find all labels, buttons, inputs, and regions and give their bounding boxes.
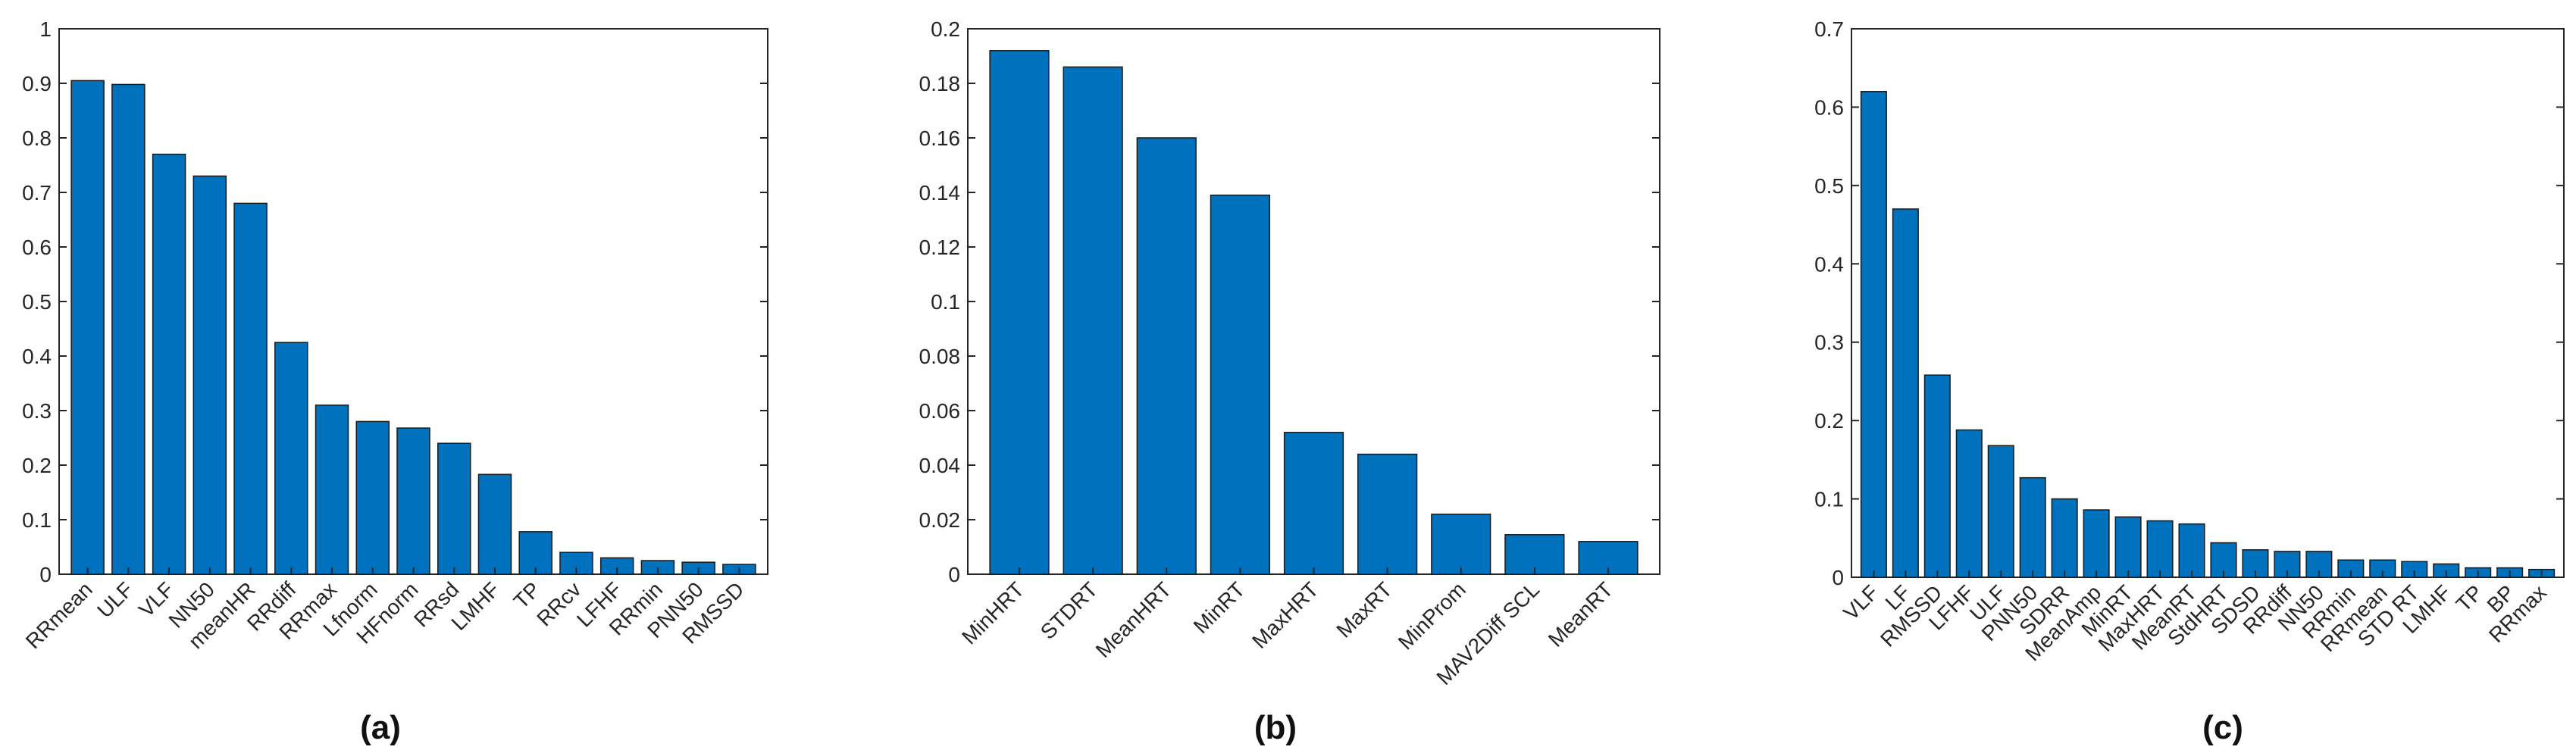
y-tick-label: 0 (948, 563, 960, 586)
y-tick-label: 0.1 (1814, 488, 1844, 511)
y-tick-label: 0.18 (919, 72, 961, 95)
y-tick-label: 0.1 (22, 508, 52, 532)
bar (152, 153, 186, 575)
bar (1357, 453, 1418, 575)
y-tick-label: 0 (1832, 566, 1844, 589)
axes-box (1851, 28, 2565, 578)
bar (477, 473, 512, 575)
bar (518, 531, 552, 575)
bar (989, 50, 1050, 575)
y-tick-label: 0.6 (1814, 95, 1844, 119)
y-tick-label: 0.7 (22, 181, 52, 205)
y-tick-label: 0.04 (919, 454, 961, 477)
bar (1923, 374, 1951, 578)
y-tick-label: 0.5 (22, 290, 52, 314)
y-tick-label: 0.4 (1814, 252, 1844, 276)
bar (1283, 432, 1344, 575)
y-tick-label: 0.5 (1814, 174, 1844, 198)
bar (111, 83, 146, 575)
x-tick-label: MinHRT (957, 577, 1028, 648)
y-tick-label: 0.06 (919, 399, 961, 423)
y-tick-label: 0.14 (919, 181, 961, 205)
bar (396, 427, 430, 575)
bar (192, 175, 227, 575)
bar (2178, 523, 2205, 578)
bar (315, 405, 349, 575)
bar (2019, 476, 2046, 578)
panel-caption: (b) (1254, 709, 1297, 746)
x-tick-label: MinProm (1394, 577, 1470, 654)
bar (1210, 194, 1270, 575)
x-tick-label: TP (2452, 580, 2487, 616)
chart-panel: 00.10.20.30.40.50.60.7VLFLFRMSSDLFHFULFP… (1814, 17, 2565, 746)
bar (1987, 445, 2014, 578)
bar (2305, 551, 2333, 578)
y-tick-label: 0.2 (931, 17, 960, 41)
bar (1892, 208, 1919, 578)
panel-caption: (a) (360, 709, 401, 746)
bar (2051, 498, 2078, 578)
panel-caption: (c) (2202, 709, 2243, 746)
x-tick-label: RRcv (532, 577, 585, 630)
y-tick-label: 0.8 (22, 127, 52, 150)
x-tick-label: STDRT (1036, 577, 1103, 644)
y-tick-label: 0.4 (22, 345, 52, 368)
y-tick-label: 0.9 (22, 72, 52, 95)
y-tick-label: 0.16 (919, 127, 961, 150)
chart-panel: 0 0.02 0.04 0.06 0.08 0.1 0.12 0.14 0.16 0.18 0.2 M… (919, 17, 1660, 746)
bar (1063, 66, 1123, 575)
y-tick-label: 0.02 (919, 508, 961, 532)
y-tick-label: 0.6 (22, 236, 52, 259)
y-tick-label: 1 (39, 17, 52, 41)
x-tick-label: MaxHRT (1247, 577, 1323, 653)
y-tick-label: 0.7 (1814, 17, 1844, 41)
x-tick-label: MeanRT (1544, 577, 1617, 651)
x-tick-label: MeanHRT (1091, 577, 1176, 662)
bar (70, 80, 105, 575)
y-tick-label: 0.08 (919, 345, 961, 368)
bar (2083, 509, 2110, 578)
y-tick-label: 0.2 (22, 454, 52, 477)
bar (1860, 90, 1887, 578)
bar (233, 202, 268, 575)
chart-panel: 00.10.20.30.40.50.60.70.80.91RRmeanULFVL… (21, 17, 768, 746)
y-tick-label: 0.2 (1814, 409, 1844, 433)
bar (1136, 137, 1197, 575)
y-tick-label: 0.12 (919, 236, 961, 259)
y-tick-label: 0.3 (22, 399, 52, 423)
y-tick-label: 0.1 (931, 290, 960, 314)
y-tick-label: 0 (39, 563, 52, 586)
bar (1431, 514, 1491, 575)
bar (2146, 520, 2174, 578)
x-tick-label: ULF (92, 577, 137, 622)
x-tick-label: MinRT (1189, 577, 1250, 638)
bar (1955, 429, 1983, 578)
bar (2114, 516, 2142, 578)
x-tick-label: VLF (1839, 580, 1883, 624)
bar (355, 420, 390, 575)
x-tick-label: RRmean (21, 577, 97, 653)
bar (437, 442, 471, 575)
x-tick-label: MaxRT (1332, 577, 1397, 642)
y-tick-label: 0.3 (1814, 331, 1844, 355)
bar (274, 342, 308, 575)
